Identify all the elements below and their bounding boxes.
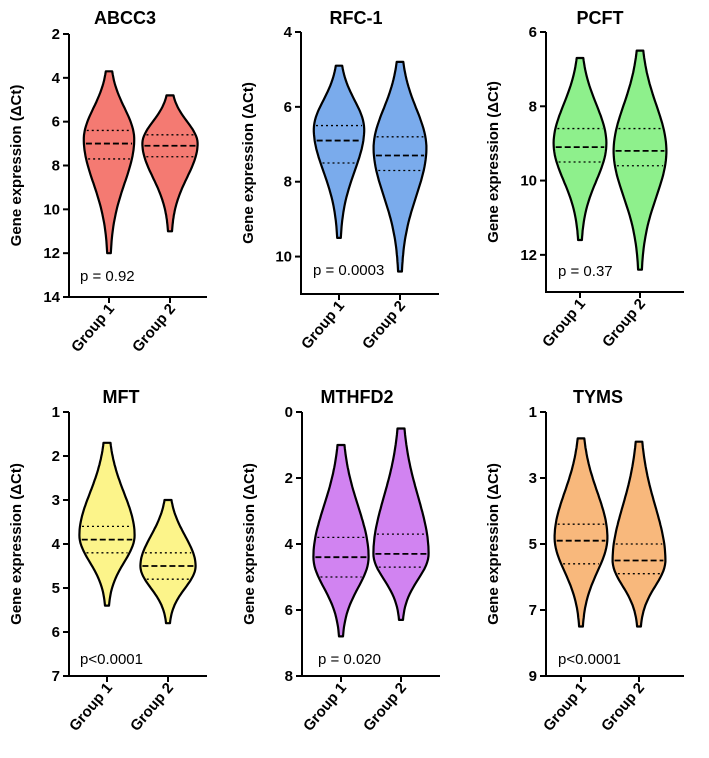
y-axis-label: Gene expression (ΔCt) bbox=[485, 463, 502, 625]
violin-body bbox=[312, 64, 366, 239]
chart-title: MTHFD2 bbox=[321, 387, 394, 407]
violin-group-2 bbox=[372, 427, 430, 621]
violin-body bbox=[141, 94, 199, 233]
y-tick-label: 12 bbox=[43, 245, 60, 262]
y-tick-label: 0 bbox=[285, 404, 293, 421]
y-tick-label: 5 bbox=[52, 580, 60, 597]
p-value-annotation: p = 0.37 bbox=[558, 263, 613, 280]
y-tick-label: 14 bbox=[43, 289, 60, 306]
x-tick-label: Group 2 bbox=[598, 680, 648, 735]
violin-body bbox=[372, 427, 430, 621]
p-value-annotation: p = 0.92 bbox=[80, 268, 135, 285]
violin-group-2 bbox=[372, 60, 428, 273]
p-value-annotation: p = 0.020 bbox=[318, 651, 381, 668]
chart-title: TYMS bbox=[573, 387, 623, 407]
y-tick-label: 10 bbox=[43, 201, 60, 218]
y-axis-label: Gene expression (ΔCt) bbox=[8, 463, 25, 625]
x-tick-label: Group 1 bbox=[539, 296, 589, 351]
y-axis-label: Gene expression (ΔCt) bbox=[240, 82, 257, 244]
y-tick-label: 1 bbox=[52, 404, 60, 421]
y-tick-label: 7 bbox=[529, 602, 537, 619]
y-tick-label: 6 bbox=[284, 99, 292, 116]
y-axis-label: Gene expression (ΔCt) bbox=[8, 85, 25, 247]
violin-group-2 bbox=[141, 94, 199, 233]
y-axis-label: Gene expression (ΔCt) bbox=[241, 463, 258, 625]
violin-group-2 bbox=[139, 498, 197, 625]
y-tick-label: 2 bbox=[52, 26, 60, 43]
y-tick-label: 3 bbox=[52, 492, 60, 509]
y-tick-label: 6 bbox=[529, 24, 537, 41]
violin-body bbox=[312, 443, 370, 638]
chart-title: ABCC3 bbox=[94, 8, 156, 28]
y-tick-label: 2 bbox=[52, 448, 60, 465]
violin-body bbox=[139, 498, 197, 625]
y-tick-label: 8 bbox=[285, 668, 293, 685]
x-tick-label: Group 2 bbox=[599, 296, 649, 351]
violin-group-2 bbox=[612, 49, 668, 271]
y-tick-label: 4 bbox=[285, 536, 294, 553]
y-tick-label: 4 bbox=[52, 536, 61, 553]
y-tick-label: 6 bbox=[52, 624, 60, 641]
chart-panel-abcc3: ABCC3 Gene expression (ΔCt) 2 4 6 8 10 12 14 Grou… bbox=[8, 8, 207, 356]
violin-body bbox=[78, 441, 136, 607]
x-tick-label: Group 1 bbox=[68, 301, 118, 356]
y-tick-label: 2 bbox=[285, 470, 293, 487]
p-value-annotation: p<0.0001 bbox=[558, 651, 621, 668]
violin-group-1 bbox=[312, 443, 370, 638]
violin-body bbox=[611, 440, 667, 628]
y-tick-label: 7 bbox=[52, 668, 60, 685]
violin-body bbox=[612, 49, 668, 271]
chart-title: PCFT bbox=[577, 8, 624, 28]
violin-body bbox=[553, 437, 609, 628]
violin-group-1 bbox=[553, 437, 609, 628]
y-tick-label: 6 bbox=[285, 602, 293, 619]
x-tick-label: Group 1 bbox=[298, 298, 348, 353]
y-axis-label: Gene expression (ΔCt) bbox=[485, 81, 502, 243]
chart-title: MFT bbox=[103, 387, 140, 407]
y-tick-label: 4 bbox=[284, 24, 293, 41]
x-tick-label: Group 2 bbox=[360, 680, 410, 735]
violin-body bbox=[372, 60, 428, 273]
p-value-annotation: p = 0.0003 bbox=[313, 262, 384, 279]
y-tick-label: 4 bbox=[52, 70, 61, 87]
y-tick-label: 12 bbox=[520, 247, 537, 264]
violin-group-1 bbox=[78, 441, 136, 607]
y-tick-label: 10 bbox=[520, 173, 537, 190]
y-tick-label: 8 bbox=[52, 158, 60, 175]
chart-panel-rfc-1: RFC-1 Gene expression (ΔCt) 4 6 8 10 Group 1 Gr… bbox=[240, 8, 439, 353]
violin-group-2 bbox=[611, 440, 667, 628]
chart-title: RFC-1 bbox=[330, 8, 383, 28]
y-tick-label: 6 bbox=[52, 114, 60, 131]
x-tick-label: Group 2 bbox=[129, 301, 179, 356]
p-value-annotation: p<0.0001 bbox=[80, 651, 143, 668]
y-tick-label: 10 bbox=[275, 249, 292, 266]
chart-panel-mft: MFT Gene expression (ΔCt) 1 2 3 4 5 6 7 Group 1 Gr… bbox=[8, 387, 207, 735]
violin-group-1 bbox=[312, 64, 366, 239]
x-tick-label: Group 1 bbox=[300, 680, 350, 735]
y-tick-label: 5 bbox=[529, 536, 537, 553]
y-tick-label: 8 bbox=[529, 98, 537, 115]
y-tick-label: 8 bbox=[284, 174, 292, 191]
x-tick-label: Group 1 bbox=[66, 680, 116, 735]
y-tick-label: 3 bbox=[529, 470, 537, 487]
violin-group-1 bbox=[82, 70, 136, 255]
violin-group-1 bbox=[552, 56, 608, 242]
x-tick-label: Group 1 bbox=[540, 680, 590, 735]
x-tick-label: Group 2 bbox=[127, 680, 177, 735]
y-tick-label: 1 bbox=[529, 404, 537, 421]
y-tick-label: 9 bbox=[529, 668, 537, 685]
x-tick-label: Group 2 bbox=[359, 298, 409, 353]
violin-body bbox=[82, 70, 136, 255]
violin-body bbox=[552, 56, 608, 242]
chart-panel-pcft: PCFT Gene expression (ΔCt) 6 8 10 12 Group 1 Gr… bbox=[485, 8, 684, 351]
